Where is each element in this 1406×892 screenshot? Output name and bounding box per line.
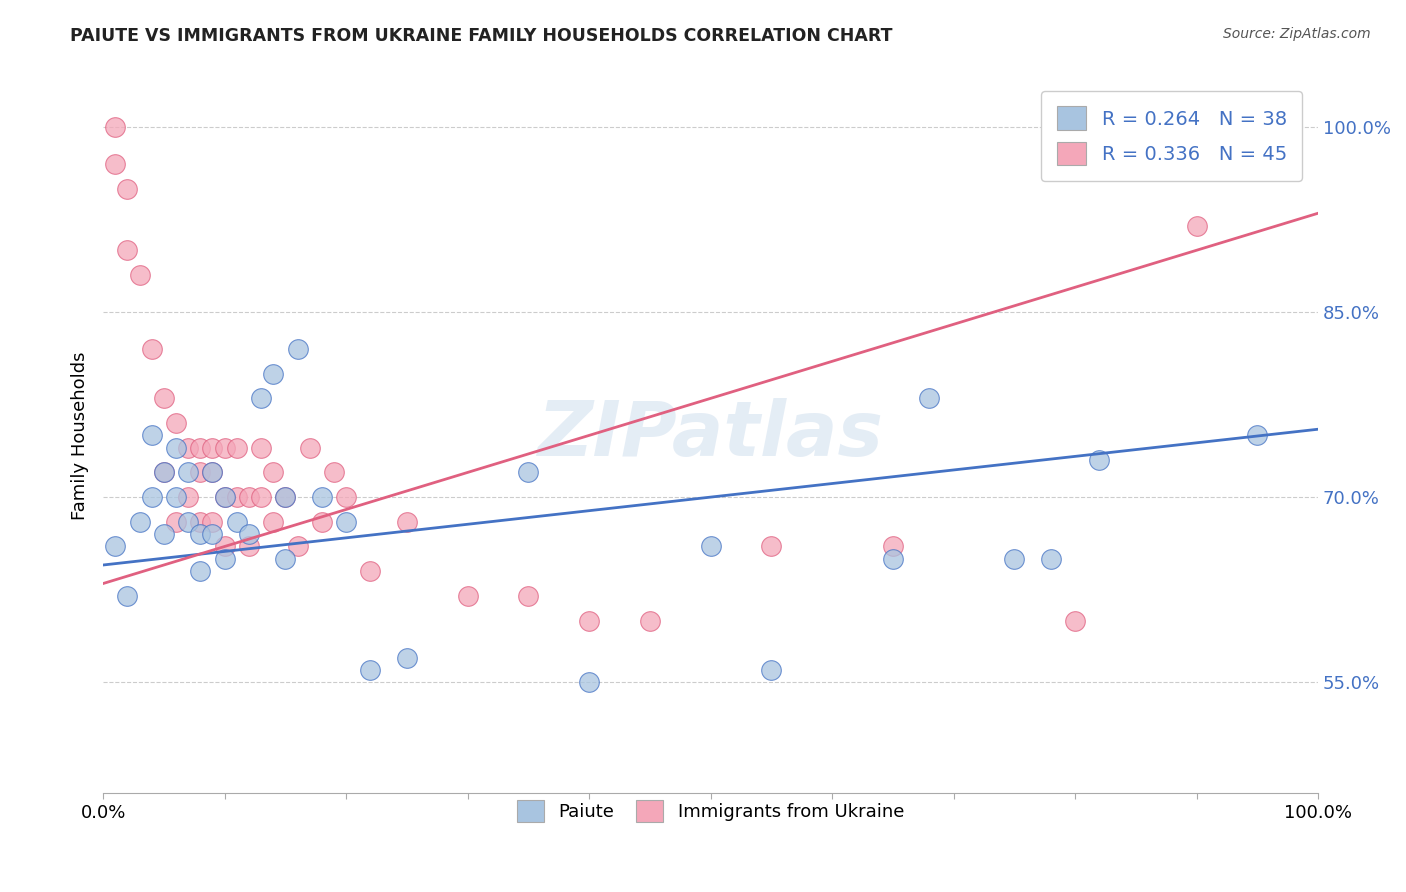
- Point: [188, 441, 211, 455]
- Point: [274, 551, 297, 566]
- Point: [153, 466, 176, 480]
- Point: [141, 428, 163, 442]
- Point: [1088, 453, 1111, 467]
- Text: PAIUTE VS IMMIGRANTS FROM UKRAINE FAMILY HOUSEHOLDS CORRELATION CHART: PAIUTE VS IMMIGRANTS FROM UKRAINE FAMILY…: [70, 27, 893, 45]
- Point: [165, 416, 187, 430]
- Point: [578, 614, 600, 628]
- Point: [238, 540, 260, 554]
- Point: [177, 441, 200, 455]
- Point: [699, 540, 721, 554]
- Point: [262, 466, 284, 480]
- Point: [274, 490, 297, 504]
- Point: [517, 466, 540, 480]
- Point: [274, 490, 297, 504]
- Point: [141, 490, 163, 504]
- Point: [250, 392, 273, 406]
- Point: [335, 515, 357, 529]
- Point: [311, 490, 333, 504]
- Point: [250, 490, 273, 504]
- Point: [262, 515, 284, 529]
- Point: [188, 466, 211, 480]
- Y-axis label: Family Households: Family Households: [72, 351, 89, 520]
- Point: [225, 515, 247, 529]
- Point: [128, 515, 150, 529]
- Legend: Paiute, Immigrants from Ukraine: Paiute, Immigrants from Ukraine: [505, 787, 917, 834]
- Point: [128, 268, 150, 282]
- Point: [188, 515, 211, 529]
- Point: [238, 490, 260, 504]
- Point: [201, 466, 224, 480]
- Point: [238, 527, 260, 541]
- Point: [214, 551, 236, 566]
- Point: [225, 490, 247, 504]
- Point: [214, 490, 236, 504]
- Point: [104, 540, 127, 554]
- Point: [457, 589, 479, 603]
- Point: [1039, 551, 1062, 566]
- Point: [165, 515, 187, 529]
- Text: Source: ZipAtlas.com: Source: ZipAtlas.com: [1223, 27, 1371, 41]
- Point: [638, 614, 661, 628]
- Point: [1002, 551, 1025, 566]
- Point: [323, 466, 346, 480]
- Point: [335, 490, 357, 504]
- Point: [311, 515, 333, 529]
- Point: [882, 540, 904, 554]
- Point: [214, 490, 236, 504]
- Point: [165, 490, 187, 504]
- Point: [287, 540, 309, 554]
- Point: [359, 663, 381, 677]
- Point: [153, 527, 176, 541]
- Point: [225, 441, 247, 455]
- Point: [177, 466, 200, 480]
- Point: [395, 650, 418, 665]
- Point: [104, 120, 127, 134]
- Point: [188, 527, 211, 541]
- Point: [918, 392, 941, 406]
- Point: [153, 392, 176, 406]
- Point: [250, 441, 273, 455]
- Point: [117, 589, 139, 603]
- Point: [517, 589, 540, 603]
- Point: [188, 564, 211, 578]
- Point: [214, 441, 236, 455]
- Point: [117, 181, 139, 195]
- Point: [298, 441, 321, 455]
- Point: [201, 527, 224, 541]
- Point: [117, 244, 139, 258]
- Point: [359, 564, 381, 578]
- Point: [287, 342, 309, 356]
- Point: [165, 441, 187, 455]
- Point: [201, 441, 224, 455]
- Point: [177, 490, 200, 504]
- Point: [153, 466, 176, 480]
- Point: [104, 157, 127, 171]
- Point: [262, 367, 284, 381]
- Point: [1246, 428, 1268, 442]
- Point: [578, 675, 600, 690]
- Point: [1185, 219, 1208, 233]
- Point: [201, 515, 224, 529]
- Point: [395, 515, 418, 529]
- Point: [177, 515, 200, 529]
- Text: ZIPatlas: ZIPatlas: [537, 399, 883, 473]
- Point: [882, 551, 904, 566]
- Point: [214, 540, 236, 554]
- Point: [201, 466, 224, 480]
- Point: [1064, 614, 1087, 628]
- Point: [761, 540, 783, 554]
- Point: [141, 342, 163, 356]
- Point: [761, 663, 783, 677]
